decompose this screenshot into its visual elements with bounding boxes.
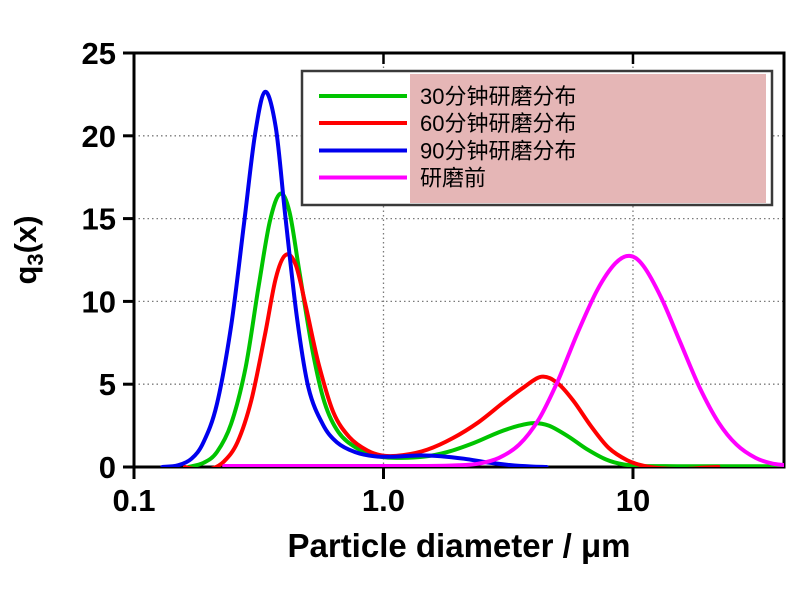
legend-label-4: 研磨前 — [420, 166, 486, 191]
x-tick-label-1.0: 1.0 — [362, 483, 405, 518]
legend-highlight — [410, 74, 766, 203]
data-curves — [160, 89, 784, 467]
y-axis-label-subscript: 3 — [23, 253, 48, 265]
y-axis-label-rest: (x) — [8, 215, 43, 253]
y-tick-label-25: 25 — [82, 36, 116, 71]
y-axis-label: q3(x) — [8, 215, 48, 284]
curve-series-2 — [182, 252, 721, 467]
y-tick-label-5: 5 — [99, 367, 116, 402]
curve-series-3 — [160, 89, 549, 467]
curve-series-4 — [222, 253, 784, 467]
legend-label-3: 90分钟研磨分布 — [420, 139, 576, 164]
y-axis-label-base: q — [8, 266, 43, 285]
legend-label-2: 60分钟研磨分布 — [420, 111, 576, 136]
legend-label-1: 30分钟研磨分布 — [420, 84, 576, 109]
x-axis-label: Particle diameter / μm — [287, 527, 630, 564]
y-tick-label-20: 20 — [82, 119, 116, 154]
curve-series-1 — [186, 191, 784, 467]
x-tick-label-0.1: 0.1 — [112, 483, 155, 518]
y-tick-label-10: 10 — [82, 284, 116, 319]
x-tick-label-10: 10 — [616, 483, 650, 518]
axis-ticks — [123, 51, 635, 479]
y-tick-label-0: 0 — [99, 450, 116, 485]
axis-tick-labels: 0 5 10 15 20 25 0.1 1.0 10 — [82, 36, 651, 518]
y-tick-label-15: 15 — [82, 202, 116, 237]
